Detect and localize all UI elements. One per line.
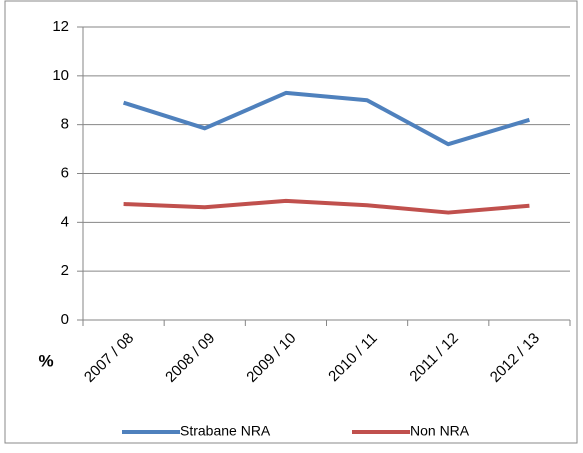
- y-axis-label: %: [38, 351, 53, 370]
- series-line: [123, 198, 530, 215]
- legend-label: Strabane NRA: [180, 423, 271, 439]
- y-tick-label: 12: [52, 18, 69, 35]
- y-tick-label: 0: [61, 311, 69, 328]
- y-tick-label: 4: [61, 213, 69, 230]
- y-tick-label: 6: [61, 164, 69, 181]
- series-line: [122, 90, 530, 147]
- y-tick-label: 10: [52, 67, 69, 84]
- y-tick-label: 2: [61, 262, 69, 279]
- legend-label: Non NRA: [410, 423, 470, 439]
- y-tick-label: 8: [61, 116, 69, 133]
